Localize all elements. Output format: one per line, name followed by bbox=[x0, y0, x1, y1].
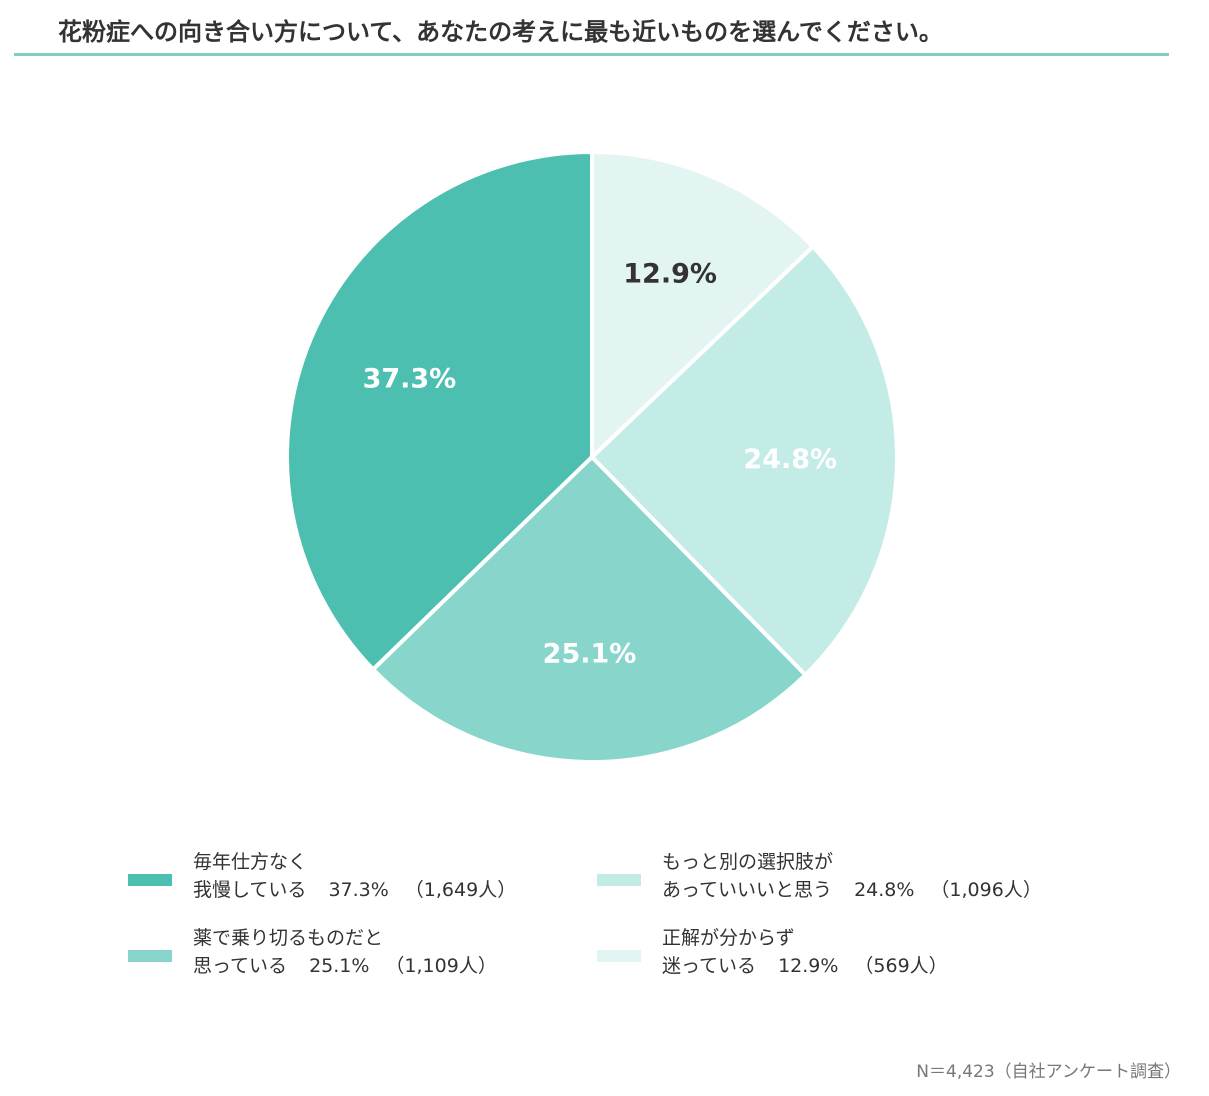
legend-label: もっと別の選択肢が あっていいいと思う bbox=[662, 851, 834, 901]
slice-label: 25.1% bbox=[543, 639, 637, 670]
legend-swatch bbox=[128, 950, 172, 962]
pie-slice bbox=[589, 243, 899, 678]
legend-text: 薬で乗り切るものだと 思っている 25.1% （1,109人） bbox=[193, 924, 497, 980]
pie-slice bbox=[590, 149, 816, 462]
legend-text: もっと別の選択肢が あっていいいと思う 24.8% （1,096人） bbox=[662, 848, 1042, 904]
legend-swatch bbox=[597, 950, 641, 962]
title-rule bbox=[14, 53, 1169, 56]
legend: 毎年仕方なく 我慢している 37.3% （1,649人） 薬で乗り切るものだと 思って… bbox=[128, 848, 1097, 1000]
slice-label: 12.9% bbox=[623, 258, 717, 289]
legend-item: 正解が分からず 迷っている 12.9% （569人） bbox=[597, 924, 1097, 1000]
legend-count: （569人） bbox=[854, 955, 948, 977]
legend-text: 毎年仕方なく 我慢している 37.3% （1,649人） bbox=[193, 848, 516, 904]
slice-label: 24.8% bbox=[743, 444, 837, 475]
legend-percent: 24.8% bbox=[854, 879, 915, 901]
legend-text: 正解が分からず 迷っている 12.9% （569人） bbox=[662, 924, 948, 980]
legend-count: （1,096人） bbox=[930, 879, 1042, 901]
legend-item: もっと別の選択肢が あっていいいと思う 24.8% （1,096人） bbox=[597, 848, 1097, 924]
legend-label: 毎年仕方なく 我慢している bbox=[193, 851, 308, 901]
slice-label: 37.3% bbox=[363, 363, 457, 394]
pie-slice bbox=[285, 149, 594, 673]
note: N＝4,423（自社アンケート調査） bbox=[916, 1062, 1181, 1082]
legend-count: （1,109人） bbox=[385, 955, 497, 977]
pie-slice bbox=[370, 454, 809, 764]
legend-swatch bbox=[128, 874, 172, 886]
legend-item: 薬で乗り切るものだと 思っている 25.1% （1,109人） bbox=[128, 924, 597, 1000]
legend-count: （1,649人） bbox=[404, 879, 517, 901]
legend-swatch bbox=[597, 874, 641, 886]
legend-label: 正解が分からず 迷っている bbox=[662, 927, 795, 977]
legend-item: 毎年仕方なく 我慢している 37.3% （1,649人） bbox=[128, 848, 597, 924]
legend-percent: 25.1% bbox=[309, 955, 370, 977]
legend-percent: 12.9% bbox=[778, 955, 839, 977]
chart-title: 花粉症への向き合い方について、あなたの考えに最も近いものを選んでください。 bbox=[58, 18, 943, 46]
legend-label: 薬で乗り切るものだと 思っている bbox=[193, 927, 384, 977]
legend-percent: 37.3% bbox=[328, 879, 389, 901]
